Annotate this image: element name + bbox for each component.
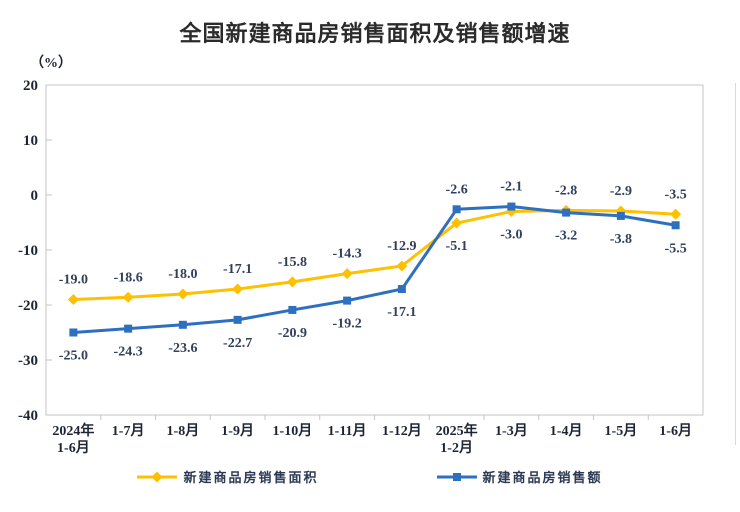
data-point-marker [178,320,187,329]
x-axis-tick-label: 1-2月 [440,440,473,456]
x-axis-tick-label: 1-6月 [57,440,90,456]
data-point-marker [69,328,78,337]
y-axis-unit-label: （%） [30,56,72,71]
chart-title: 全国新建商品房销售面积及销售额增速 [179,21,571,46]
x-axis-tick-label: 1-3月 [495,423,528,439]
data-label: -12.9 [387,239,416,254]
data-label: -17.1 [387,305,416,320]
chart-legend: 新建商品房销售面积 新建商品房销售额 [0,467,740,486]
data-point-marker [288,305,297,314]
legend-square-marker-icon [436,472,477,481]
data-point-marker [341,268,353,280]
data-label: -5.5 [665,241,687,256]
series-1 [69,202,680,337]
data-label: -15.8 [278,255,307,270]
x-axis-tick-label: 1-9月 [221,423,254,439]
data-point-marker [451,217,463,229]
data-label: -25.0 [59,349,88,364]
data-point-marker [67,294,79,305]
y-axis-tick-label: -40 [18,408,38,424]
legend-label: 新建商品房销售面积 [183,470,319,485]
data-label: -24.3 [114,345,143,360]
data-point-marker [233,315,242,324]
data-point-marker [122,291,134,303]
data-point-marker [397,285,406,294]
data-label: -20.9 [278,326,307,341]
y-axis-tick-label: -10 [18,243,38,259]
x-axis-tick-label: 2025年 [436,422,478,439]
data-label: -3.2 [555,229,577,244]
data-label: -18.6 [114,270,143,285]
legend-item-1: 新建商品房销售额 [436,467,603,486]
data-point-marker [616,211,625,220]
data-point-marker [670,208,682,220]
series-line [73,208,676,301]
y-axis-tick-label: 20 [23,78,38,94]
x-axis-tick-label: 1-4月 [550,423,583,439]
data-labels: -19.0 -25.0 -18.6 -24.3 -18.0 -23.6 -17.1 -22.7… [59,180,687,364]
x-axis-tick-label: 1-11月 [328,423,367,439]
legend-item-0: 新建商品房销售面积 [137,467,318,486]
data-point-marker [562,208,571,217]
data-point-marker [396,260,408,272]
y-axis-tick-label: 0 [31,188,39,204]
data-point-marker [232,283,244,295]
data-label: -18.0 [168,267,197,282]
data-label: -2.6 [446,182,468,197]
legend-label: 新建商品房销售额 [482,470,603,485]
plot-border [45,84,704,416]
x-axis-tick-label: 1-6月 [659,423,692,439]
data-label: -23.6 [168,341,197,356]
data-point-marker [452,205,461,214]
x-axis-tick-label: 1-5月 [605,423,638,439]
data-label: -2.8 [555,183,577,198]
y-axis-tick-label: 10 [23,133,38,149]
x-axis-tick-label: 1-10月 [273,423,313,439]
x-axis-tick-label: 2024年 [52,422,94,439]
page-edge-divider [735,83,736,445]
series-0 [67,204,682,305]
data-point-marker [671,221,680,230]
x-axis-tick-label: 1-7月 [112,423,145,439]
y-axis-tick-label: -20 [18,298,38,314]
y-axis-tick-label: -30 [18,353,38,369]
data-point-marker [507,202,516,211]
data-label: -19.2 [333,317,362,332]
data-label: -3.5 [665,187,687,202]
x-axis-tick-label: 1-12月 [382,423,422,439]
data-label: -2.1 [500,180,522,195]
legend-diamond-marker-icon [137,471,178,482]
data-label: -22.7 [223,336,252,351]
data-label: -3.0 [500,228,522,243]
data-point-marker [286,276,298,288]
data-label: -17.1 [223,262,252,277]
series-line [73,205,676,334]
data-label: -3.8 [610,232,632,247]
data-label: -14.3 [333,247,362,262]
y-axis: -40 -30 -20 -10 0 10 20 [18,78,52,424]
data-point-marker [124,324,133,333]
data-label: -2.9 [610,184,632,199]
x-axis-tick-label: 1-8月 [167,423,200,439]
data-label: -19.0 [59,273,88,288]
data-point-marker [177,288,189,300]
data-label: -5.1 [446,239,468,254]
data-point-marker [343,296,352,305]
